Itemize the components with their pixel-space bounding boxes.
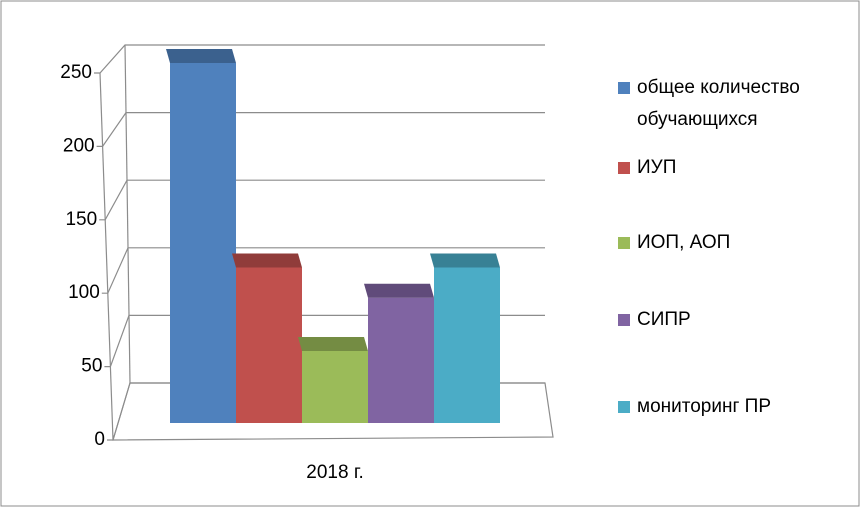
grid-line	[96, 112, 545, 147]
left-wall-back	[124, 44, 131, 384]
legend-label: мониторинг ПР	[637, 396, 771, 417]
y-tick-label: 150	[65, 209, 97, 230]
y-tick-label: 200	[63, 135, 95, 156]
bar	[434, 267, 500, 423]
y-tick-label: 250	[60, 62, 92, 83]
legend-label: общее количество обучающихся	[637, 77, 800, 130]
bar-top	[232, 253, 302, 268]
bar-top	[298, 337, 368, 351]
grid-line	[101, 247, 545, 294]
grid-line	[94, 44, 545, 74]
legend-swatch	[618, 314, 630, 326]
bar	[368, 297, 434, 423]
bar-top	[364, 283, 434, 298]
grid-line	[99, 179, 545, 221]
y-tick-label: 100	[68, 282, 100, 303]
legend-swatch	[618, 401, 630, 413]
y-tick-label: 0	[94, 429, 105, 450]
legend-label: ИУП	[637, 157, 676, 178]
legend-swatch	[618, 162, 630, 174]
y-tick-label: 50	[81, 356, 102, 377]
bar-top	[430, 253, 500, 268]
bar	[170, 63, 236, 423]
grid-line	[104, 314, 545, 368]
x-tick-label: 2018 г.	[306, 462, 363, 483]
bar-top	[166, 49, 236, 63]
legend-label: СИПР	[637, 309, 691, 330]
left-wall-edge	[99, 72, 114, 441]
legend-label: ИОП, АОП	[637, 232, 730, 253]
legend-line: обучающихся	[637, 109, 758, 130]
legend-line: общее количество	[637, 77, 800, 98]
bar	[236, 267, 302, 423]
legend-swatch	[618, 237, 630, 249]
bar	[302, 351, 368, 423]
legend-swatch	[618, 82, 630, 94]
